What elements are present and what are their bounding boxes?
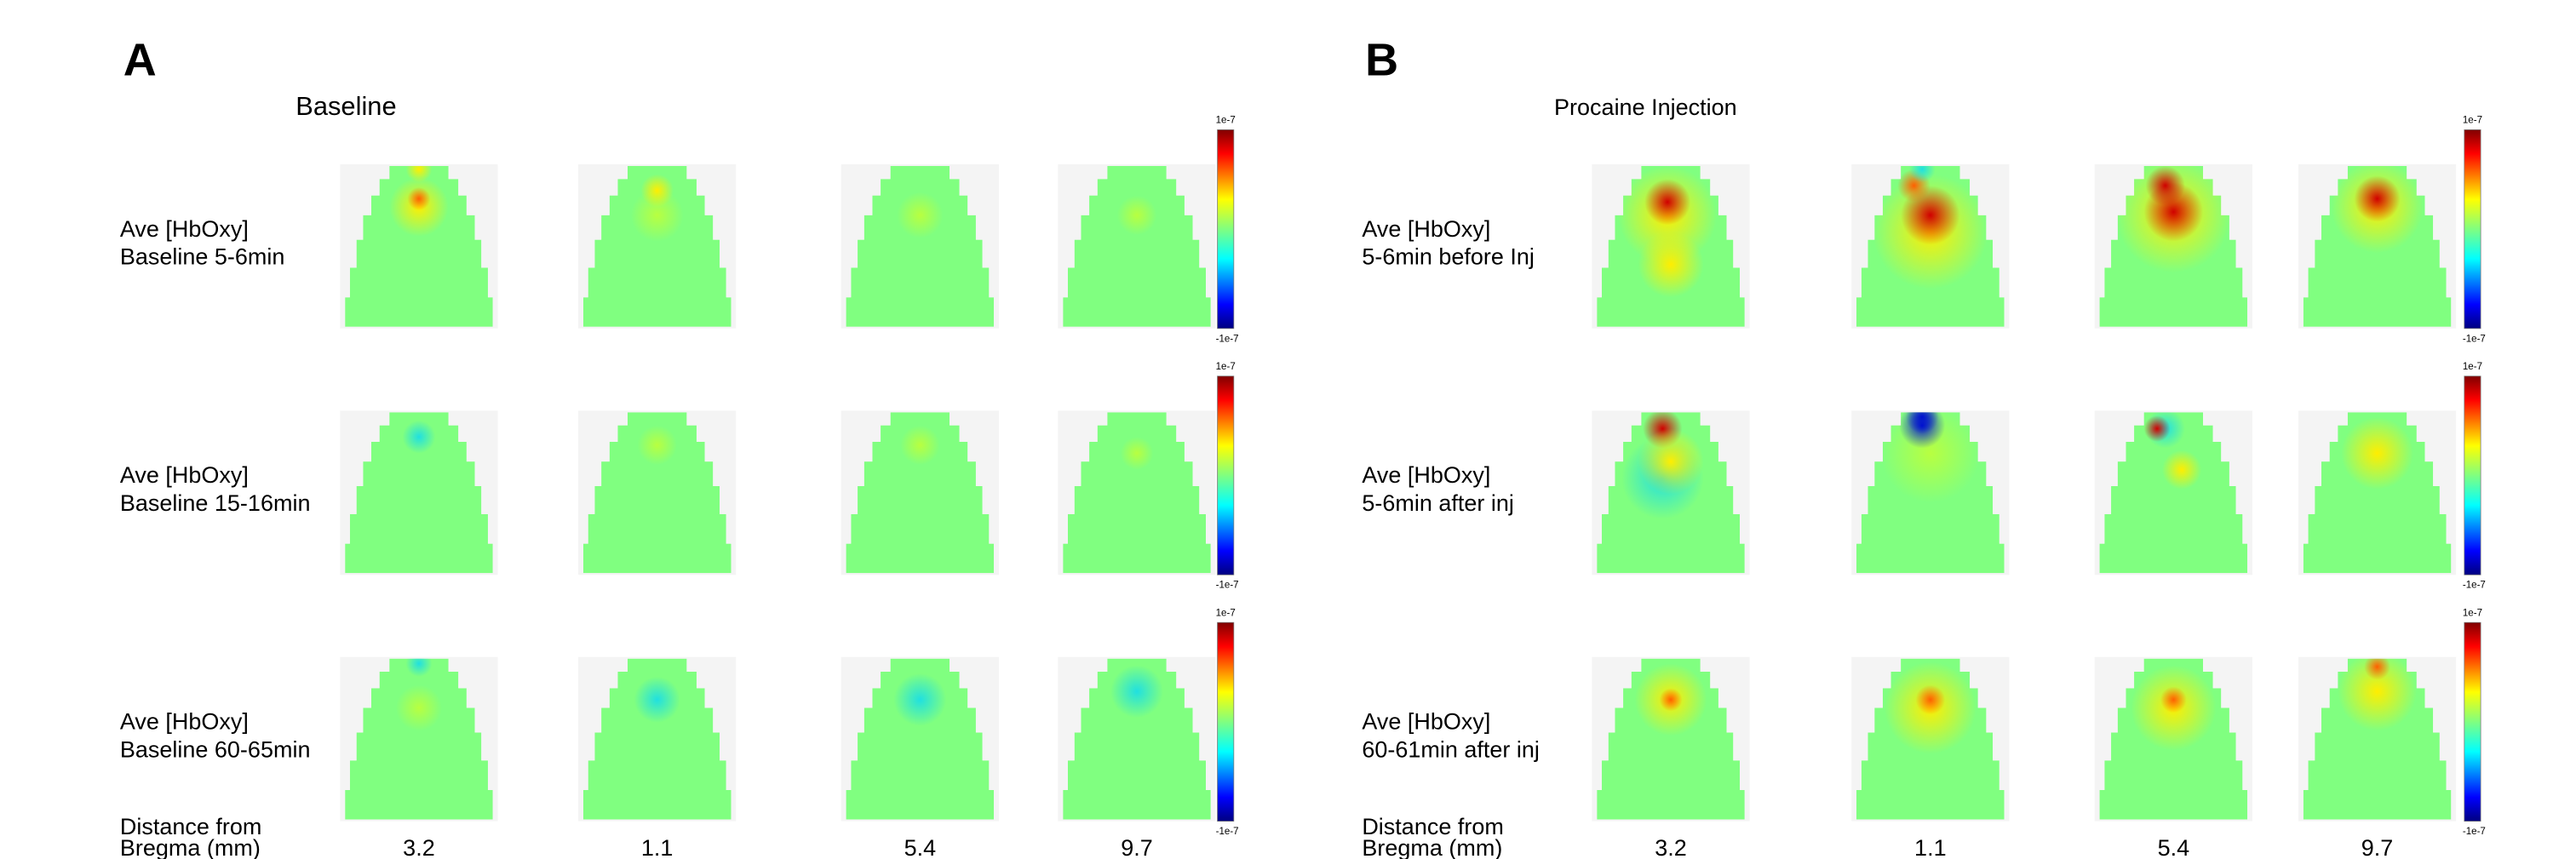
heatmap xyxy=(1063,658,1211,820)
row-label: Ave [HbOxy] xyxy=(1362,709,1490,735)
heatmap xyxy=(2303,165,2452,327)
heatmap xyxy=(846,412,995,574)
colorbar-max: 1e-7 xyxy=(2463,608,2482,618)
heatmap xyxy=(1856,658,2005,820)
distance-label: 9.7 xyxy=(2361,835,2394,859)
colorbar-max: 1e-7 xyxy=(1216,608,1236,618)
heatmap xyxy=(2303,658,2452,820)
distance-label: 1.1 xyxy=(641,835,674,859)
footer-label: Distance from xyxy=(1362,814,1504,839)
colorbar xyxy=(1217,375,1235,576)
colorbar-max: 1e-7 xyxy=(2463,116,2482,126)
heatmap xyxy=(2099,658,2248,820)
colorbar-min: -1e-7 xyxy=(2463,581,2486,591)
heatmap xyxy=(345,165,493,327)
heatmap xyxy=(582,165,731,327)
heatmap xyxy=(2099,412,2248,574)
footer-label: Bregma (mm) xyxy=(120,835,261,859)
footer-label: Bregma (mm) xyxy=(1362,835,1502,859)
colorbar-max: 1e-7 xyxy=(1216,362,1236,372)
row-label: Ave [HbOxy] xyxy=(120,462,249,488)
colorbar-min: -1e-7 xyxy=(1216,581,1239,591)
row-label: 5-6min before Inj xyxy=(1362,244,1535,270)
colorbar-min: -1e-7 xyxy=(2463,334,2486,344)
colorbar xyxy=(1217,129,1235,329)
panel-letter: A xyxy=(123,35,157,86)
distance-label: 3.2 xyxy=(1655,835,1687,859)
colorbar xyxy=(2464,375,2481,576)
heatmap xyxy=(1597,658,1745,820)
heatmap xyxy=(1856,165,2005,327)
row-label: Ave [HbOxy] xyxy=(120,216,249,242)
heatmap xyxy=(846,165,995,327)
heatmap xyxy=(2099,165,2248,327)
distance-label: 5.4 xyxy=(2158,835,2190,859)
heatmap xyxy=(582,658,731,820)
footer-label: Distance from xyxy=(120,814,262,839)
heatmap xyxy=(1063,412,1211,574)
row-label: Baseline 15-16min xyxy=(120,490,311,516)
distance-label: 9.7 xyxy=(1121,835,1153,859)
row-label: Baseline 5-6min xyxy=(120,244,285,270)
colorbar-max: 1e-7 xyxy=(1216,116,1236,126)
colorbar-min: -1e-7 xyxy=(2463,827,2486,837)
row-label: Ave [HbOxy] xyxy=(1362,462,1490,488)
heatmap xyxy=(582,412,731,574)
colorbar xyxy=(2464,621,2481,822)
colorbar-min: -1e-7 xyxy=(1216,827,1239,837)
heatmap xyxy=(1063,165,1211,327)
colorbar-max: 1e-7 xyxy=(2463,362,2482,372)
distance-label: 5.4 xyxy=(904,835,937,859)
heatmap xyxy=(345,412,493,574)
heatmap xyxy=(846,658,995,820)
distance-label: 3.2 xyxy=(403,835,435,859)
heatmap xyxy=(2303,412,2452,574)
distance-label: 1.1 xyxy=(1914,835,1947,859)
panel-title: Baseline xyxy=(295,91,396,121)
colorbar-min: -1e-7 xyxy=(1216,334,1239,344)
heatmap xyxy=(1597,165,1745,327)
heatmap xyxy=(1597,412,1745,574)
row-label: 60-61min after inj xyxy=(1362,736,1540,762)
colorbar xyxy=(2464,129,2481,329)
heatmap xyxy=(345,658,493,820)
panel-title: Procaine Injection xyxy=(1554,94,1737,120)
colorbar xyxy=(1217,621,1235,822)
panel-letter: B xyxy=(1365,35,1398,86)
row-label: Ave [HbOxy] xyxy=(1362,216,1490,242)
row-label: 5-6min after inj xyxy=(1362,490,1514,516)
row-label: Baseline 60-65min xyxy=(120,736,311,762)
heatmap xyxy=(1856,412,2005,574)
row-label: Ave [HbOxy] xyxy=(120,709,249,735)
